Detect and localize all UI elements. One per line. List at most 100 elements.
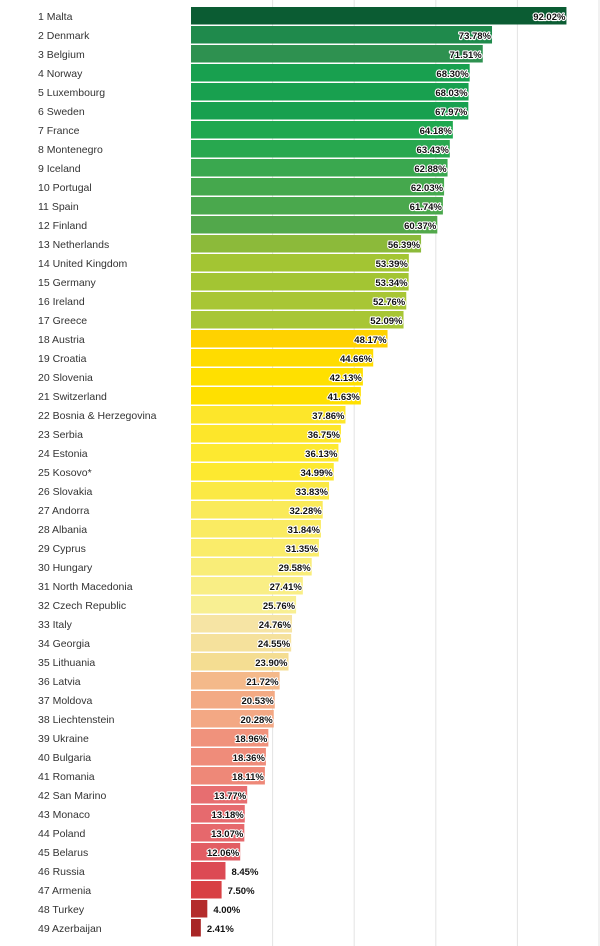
value-label: 56.39% bbox=[388, 240, 421, 251]
bar bbox=[191, 216, 438, 234]
value-label: 13.07% bbox=[211, 829, 244, 840]
value-label: 68.03% bbox=[435, 88, 468, 99]
bar bbox=[191, 900, 208, 918]
value-labels: 92.02% 73.78% 71.51% 68.30% 68.03% 67.97% 64.1… bbox=[206, 11, 567, 936]
category-label: 11 Spain bbox=[38, 201, 79, 213]
category-label: 18 Austria bbox=[38, 334, 85, 346]
value-label: 31.84% bbox=[288, 525, 321, 536]
category-label: 44 Poland bbox=[38, 828, 85, 840]
category-label: 32 Czech Republic bbox=[38, 600, 126, 612]
bar bbox=[191, 159, 448, 177]
category-label: 5 Luxembourg bbox=[38, 87, 105, 99]
category-label: 2 Denmark bbox=[38, 30, 90, 42]
category-label: 19 Croatia bbox=[38, 353, 87, 365]
bar bbox=[191, 919, 201, 937]
value-label: 52.76% bbox=[373, 297, 406, 308]
category-label: 23 Serbia bbox=[38, 429, 83, 441]
bar bbox=[191, 729, 269, 747]
category-label: 22 Bosnia & Herzegovina bbox=[38, 410, 157, 422]
bar bbox=[191, 881, 222, 899]
category-label: 43 Monaco bbox=[38, 809, 90, 821]
gridlines bbox=[272, 0, 600, 946]
category-label: 13 Netherlands bbox=[38, 239, 109, 251]
bar bbox=[191, 539, 319, 557]
value-label: 67.97% bbox=[435, 107, 468, 118]
category-label: 46 Russia bbox=[38, 866, 85, 878]
value-label: 18.11% bbox=[232, 772, 264, 783]
value-label: 62.88% bbox=[414, 164, 447, 175]
value-label: 60.37% bbox=[404, 221, 437, 232]
value-label: 48.17% bbox=[354, 335, 387, 346]
category-label: 48 Turkey bbox=[38, 904, 85, 916]
value-label: 12.06% bbox=[207, 848, 240, 859]
value-label: 7.50% bbox=[228, 886, 255, 897]
bar bbox=[191, 786, 248, 804]
category-label: 42 San Marino bbox=[38, 790, 106, 802]
bar bbox=[191, 330, 388, 348]
bar bbox=[191, 45, 483, 63]
bar bbox=[191, 406, 346, 424]
category-label: 8 Montenegro bbox=[38, 144, 103, 156]
category-label: 38 Liechtenstein bbox=[38, 714, 115, 726]
bar bbox=[191, 824, 245, 842]
bar bbox=[191, 235, 422, 253]
category-labels: 1 Malta 2 Denmark 3 Belgium 4 Norway 5 Luxem… bbox=[38, 11, 157, 935]
value-label: 62.03% bbox=[411, 183, 444, 194]
bar bbox=[191, 254, 409, 272]
value-label: 34.99% bbox=[301, 468, 334, 479]
bar bbox=[191, 463, 334, 481]
value-label: 31.35% bbox=[286, 544, 319, 555]
category-label: 4 Norway bbox=[38, 68, 83, 80]
value-label: 20.28% bbox=[241, 715, 274, 726]
bar bbox=[191, 349, 374, 367]
category-label: 16 Ireland bbox=[38, 296, 85, 308]
category-label: 35 Lithuania bbox=[38, 657, 95, 669]
bars bbox=[191, 7, 567, 937]
value-label: 32.28% bbox=[289, 506, 322, 517]
value-label: 92.02% bbox=[533, 12, 566, 23]
bar bbox=[191, 805, 245, 823]
value-label: 29.58% bbox=[278, 563, 311, 574]
category-label: 45 Belarus bbox=[38, 847, 88, 859]
bar bbox=[191, 767, 265, 785]
category-label: 28 Albania bbox=[38, 524, 87, 536]
value-label: 68.30% bbox=[436, 69, 469, 80]
category-label: 17 Greece bbox=[38, 315, 87, 327]
value-label: 18.96% bbox=[235, 734, 268, 745]
category-label: 20 Slovenia bbox=[38, 372, 93, 384]
value-label: 71.51% bbox=[450, 50, 483, 61]
category-label: 26 Slovakia bbox=[38, 486, 92, 498]
bar bbox=[191, 387, 361, 405]
value-label: 33.83% bbox=[296, 487, 329, 498]
bar bbox=[191, 501, 323, 519]
category-label: 34 Georgia bbox=[38, 638, 90, 650]
category-label: 21 Switzerland bbox=[38, 391, 107, 403]
category-label: 14 United Kingdom bbox=[38, 258, 128, 270]
bar bbox=[191, 292, 407, 310]
bar bbox=[191, 140, 450, 158]
category-label: 7 France bbox=[38, 125, 80, 137]
bar bbox=[191, 273, 409, 291]
value-label: 27.41% bbox=[270, 582, 303, 593]
bar bbox=[191, 83, 469, 101]
value-label: 23.90% bbox=[255, 658, 288, 669]
value-label: 36.13% bbox=[305, 449, 338, 460]
value-label: 63.43% bbox=[417, 145, 450, 156]
category-label: 15 Germany bbox=[38, 277, 97, 289]
value-label: 41.63% bbox=[328, 392, 361, 403]
value-label: 2.41% bbox=[207, 924, 234, 935]
category-label: 36 Latvia bbox=[38, 676, 81, 688]
bar bbox=[191, 178, 445, 196]
value-label: 36.75% bbox=[308, 430, 341, 441]
value-label: 13.77% bbox=[214, 791, 247, 802]
category-label: 33 Italy bbox=[38, 619, 73, 631]
category-label: 49 Azerbaijan bbox=[38, 923, 102, 935]
category-label: 25 Kosovo* bbox=[38, 467, 92, 479]
category-label: 3 Belgium bbox=[38, 49, 85, 61]
bar bbox=[191, 26, 493, 44]
category-label: 1 Malta bbox=[38, 11, 73, 23]
bar bbox=[191, 862, 226, 880]
bar bbox=[191, 634, 292, 652]
value-label: 64.18% bbox=[420, 126, 453, 137]
value-label: 20.53% bbox=[242, 696, 275, 707]
